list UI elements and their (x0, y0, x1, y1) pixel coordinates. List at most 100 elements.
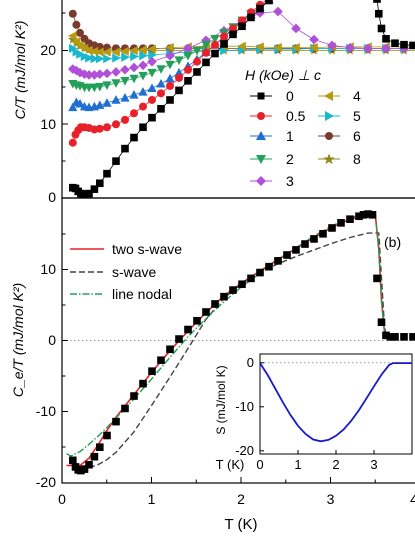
data-point-triangle-down (156, 65, 166, 74)
top-y-tick-label: 0 (48, 189, 56, 205)
legend-item-6: 6 (318, 128, 361, 144)
data-point-triangle-down (102, 81, 112, 91)
bottom-panel: 10 0 -10 -20 0 1 2 3 4 T (K) C_e/T (mJ/m… (10, 197, 415, 533)
data-point-square (220, 40, 228, 48)
top-panel: 20 10 0 C/T (mJ/mol K²) H (kOe) ⊥ c 0 0.… (12, 0, 415, 205)
data-point-square (256, 268, 264, 277)
data-point-square (355, 212, 363, 221)
data-point-triangle-down (174, 56, 184, 65)
legend-item-line-nodal: line nodal (70, 286, 172, 302)
data-point-diamond (111, 67, 121, 77)
data-point-square (310, 235, 318, 243)
data-point-diamond (273, 6, 283, 17)
data-point-square (247, 13, 255, 22)
data-point-triangle-up (174, 67, 184, 77)
data-point-square (375, 9, 383, 18)
legend-marker-star (323, 153, 335, 165)
top-data-marks (68, 0, 415, 198)
data-point-diamond (345, 42, 355, 53)
data-point-diamond (291, 23, 301, 34)
data-point-square (229, 286, 237, 294)
data-point-triangle-down (192, 46, 202, 56)
data-point-diamond (120, 64, 130, 75)
data-point-triangle-down (138, 71, 148, 81)
data-point-triangle-up (156, 78, 166, 88)
legend-label: 0.5 (286, 108, 306, 124)
data-point-circle (193, 57, 201, 66)
data-point-triangle-left (95, 47, 104, 57)
legend-label: 5 (353, 108, 361, 124)
data-point-diamond (183, 43, 193, 54)
data-point-square (337, 219, 345, 227)
data-point-diamond (95, 69, 105, 79)
fit-curve-line-nodal (66, 211, 387, 457)
legend-item-2: 2 (250, 151, 294, 167)
data-point-square (386, 333, 395, 341)
data-point-square (265, 262, 273, 271)
legend-marker-triangle-right (325, 111, 334, 121)
data-point-square (391, 39, 399, 48)
inset-panel: 0 -10 -20 0 1 2 3 T (K) S (mJ/mol K) (214, 353, 413, 472)
data-point-square (238, 22, 246, 31)
data-point-triangle-left (111, 47, 120, 57)
data-point-triangle-right (112, 53, 121, 63)
data-point-triangle-down (95, 82, 105, 92)
inset-plot-frame (259, 353, 413, 455)
series-0 (69, 0, 415, 198)
data-point-triangle-right (148, 50, 157, 60)
data-point-circle (95, 124, 104, 133)
data-point-triangle-up (95, 100, 105, 109)
data-point-square (80, 190, 89, 198)
data-point-diamond (363, 43, 373, 54)
legend-item-1: 1 (250, 128, 294, 144)
data-point-square (80, 465, 89, 473)
data-point-square (112, 157, 120, 165)
legend-marker-circle (325, 132, 333, 140)
data-point-square (319, 230, 327, 238)
data-point-square (69, 456, 77, 465)
legend-marker-circle (257, 112, 265, 120)
data-point-diamond (147, 56, 157, 67)
data-point-square (193, 68, 201, 76)
x-tick-label: 3 (327, 491, 335, 507)
inset-y-tick-label: 0 (247, 355, 254, 370)
x-tick-label: 1 (148, 491, 156, 507)
data-point-square (103, 169, 111, 178)
data-point-square (364, 210, 372, 218)
legend-item-4: 4 (318, 88, 361, 104)
data-point-triangle-down (111, 79, 121, 88)
data-point-square (157, 105, 165, 113)
data-point-circle (148, 95, 156, 104)
data-point-square (121, 404, 129, 413)
legend-item-two-s-wave: two s-wave (70, 241, 182, 257)
data-point-circle (166, 81, 174, 90)
data-point-square (382, 35, 390, 43)
data-point-triangle-down (201, 40, 211, 50)
data-point-triangle-right (90, 54, 100, 64)
data-point-triangle-left (89, 46, 99, 56)
data-point-square (175, 335, 183, 343)
data-point-square (96, 179, 104, 188)
data-point-diamond (309, 34, 319, 45)
data-point-triangle-right (76, 49, 85, 59)
top-legend: H (kOe) ⊥ c 0 0.5 1 2 (245, 67, 361, 189)
data-point-triangle-up (138, 87, 148, 96)
legend-item-s-wave: s-wave (70, 264, 157, 280)
data-point-triangle-left (147, 44, 156, 54)
data-point-square (121, 144, 129, 153)
data-point-square (85, 460, 93, 469)
bottom-legend: two s-wave s-wave line nodal (70, 241, 182, 302)
data-point-circle (220, 32, 228, 41)
legend-label: s-wave (112, 264, 157, 280)
legend-item-5: 5 (318, 108, 361, 124)
data-point-circle (68, 9, 77, 18)
data-point-triangle-up (75, 98, 85, 108)
inset-x-tick-label: 3 (370, 457, 377, 472)
data-point-triangle-up (102, 98, 112, 107)
data-point-triangle-down (147, 68, 157, 78)
inset-y-tick-label: -10 (235, 399, 254, 414)
legend-label: two s-wave (112, 241, 182, 257)
data-point-triangle-left (84, 45, 93, 56)
data-point-circle (121, 115, 129, 124)
legend-item-3: 3 (250, 173, 294, 189)
